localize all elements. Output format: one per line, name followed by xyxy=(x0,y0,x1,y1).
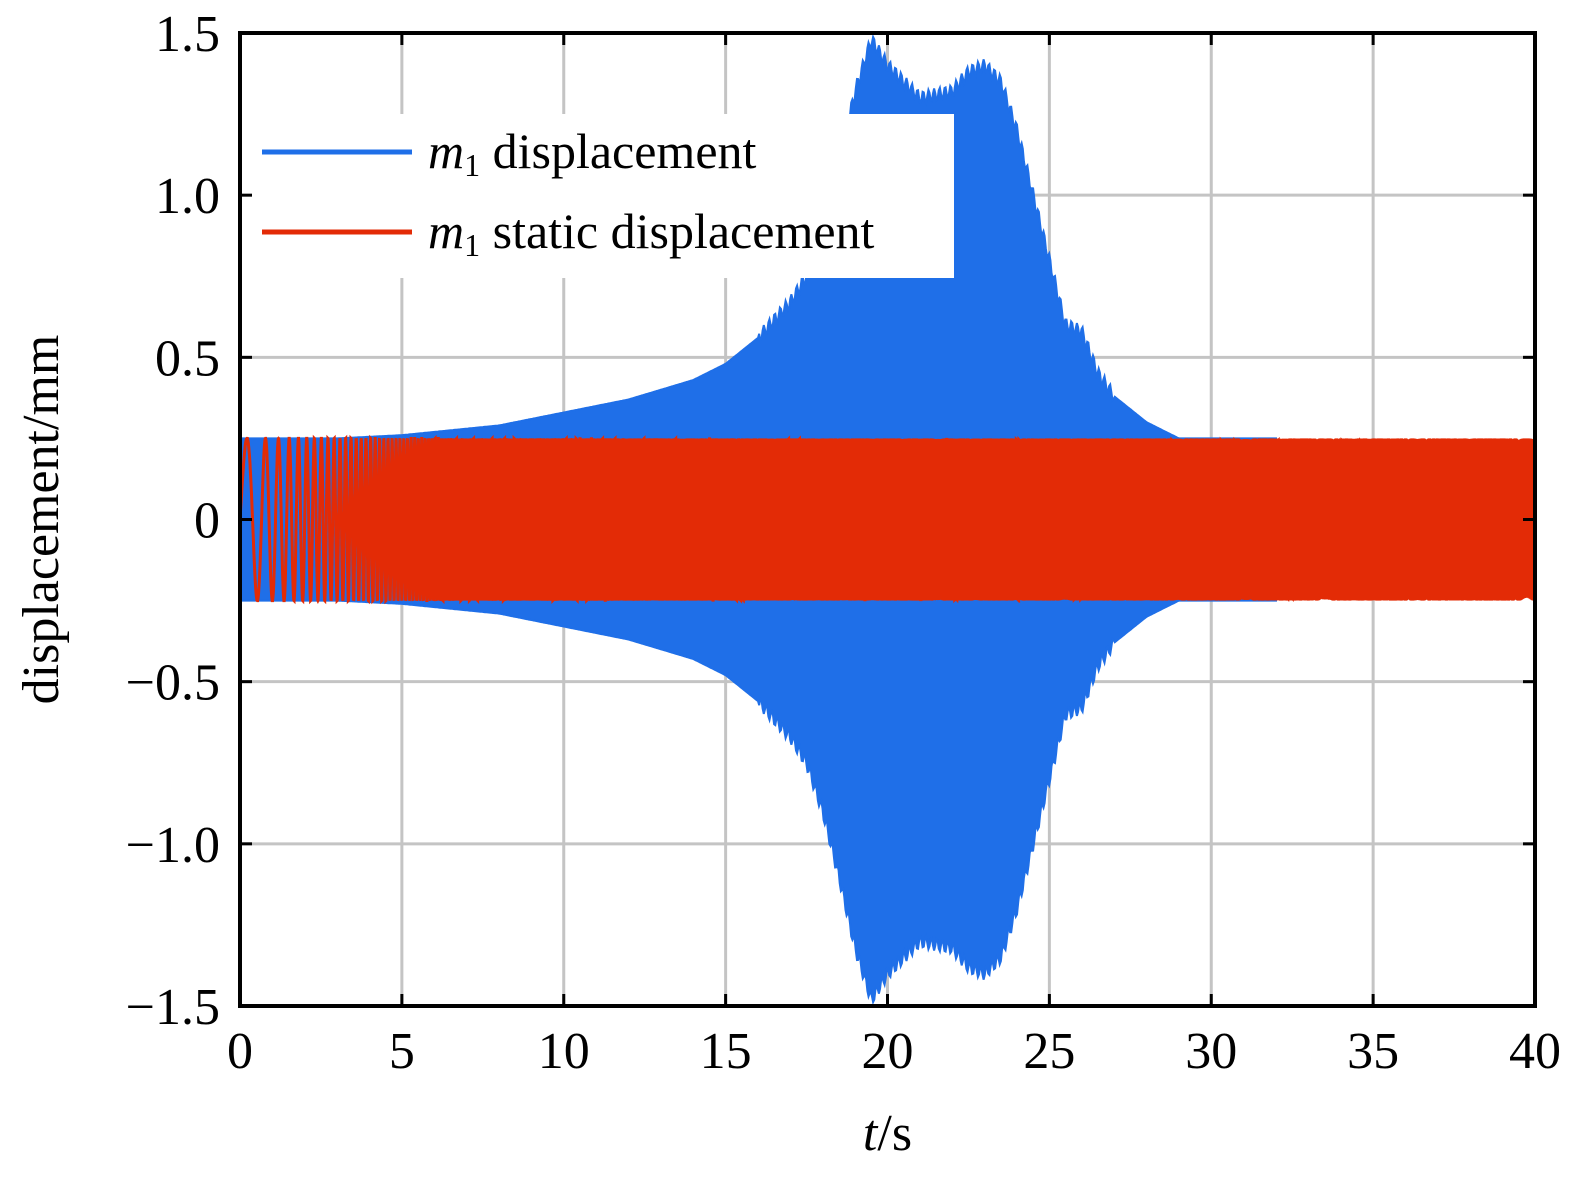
y-tick-label-5: 1.0 xyxy=(155,168,220,225)
axis-labels: t/s displacement/mm xyxy=(13,335,912,1162)
legend: m1 displacement m1 static displacement xyxy=(242,114,954,278)
x-tick-label-7: 35 xyxy=(1347,1023,1399,1080)
legend-label-1: m1 static displacement xyxy=(428,203,875,263)
y-axis-label: displacement/mm xyxy=(13,335,70,705)
series-layer xyxy=(240,33,1535,1006)
legend-box xyxy=(242,114,954,278)
x-tick-label-5: 25 xyxy=(1023,1023,1075,1080)
tick-layer: 0 5 10 15 20 25 30 35 40 −1.5 −1.0 −0.5 0 0.5 1.0 1.5 xyxy=(126,6,1561,1080)
y-tick-label-3: 0 xyxy=(194,493,220,550)
y-tick-label-0: −1.5 xyxy=(126,979,220,1036)
x-tick-label-2: 10 xyxy=(538,1023,590,1080)
x-tick-label-4: 20 xyxy=(862,1023,914,1080)
y-tick-label-4: 0.5 xyxy=(155,330,220,387)
y-tick-label-2: −0.5 xyxy=(126,655,220,712)
y-tick-label-6: 1.5 xyxy=(155,6,220,63)
x-tick-label-6: 30 xyxy=(1185,1023,1237,1080)
x-tick-label-1: 5 xyxy=(389,1023,415,1080)
legend-label-0: m1 displacement xyxy=(428,123,757,183)
x-tick-label-3: 15 xyxy=(700,1023,752,1080)
y-tick-label-1: −1.0 xyxy=(126,817,220,874)
series-m1-static-displacement xyxy=(240,434,1535,605)
x-axis-label: t/s xyxy=(863,1105,912,1162)
x-tick-label-0: 0 xyxy=(227,1023,253,1080)
x-tick-label-8: 40 xyxy=(1509,1023,1561,1080)
